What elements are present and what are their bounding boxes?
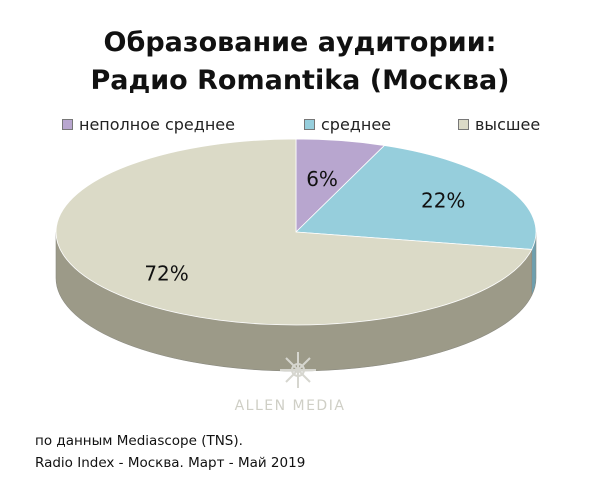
chart-title-line2: Радио Romantika (Москва): [90, 65, 510, 96]
footnote-line1: по данным Mediascope (TNS).: [35, 433, 243, 449]
chart-title: Образование аудитории: Радио Romantika (…: [0, 24, 600, 100]
pie-labels: 6% 22% 72%: [144, 167, 465, 285]
pie-slice-среднее: [295, 145, 537, 250]
legend-item-higher: высшее: [458, 115, 540, 134]
watermark-text: ALLEN MEDIA: [234, 398, 346, 414]
legend-label-higher: высшее: [475, 115, 541, 134]
data-label-среднее: 22%: [421, 189, 465, 213]
footnote: по данным Mediascope (TNS). Radio Index …: [35, 430, 305, 474]
data-label-неполное-среднее: 6%: [306, 167, 338, 191]
legend-swatch-incomplete-secondary: [62, 119, 73, 130]
data-label-высшее: 72%: [144, 261, 188, 285]
footnote-line2: Radio Index - Москва. Март - Май 2019: [35, 455, 306, 471]
watermark-star-icon: [280, 352, 316, 388]
chart-title-line1: Образование аудитории:: [103, 27, 497, 58]
legend-swatch-higher: [458, 119, 469, 130]
pie-tops: [55, 138, 537, 326]
legend-label-secondary: среднее: [321, 115, 392, 134]
legend-item-incomplete-secondary: неполное среднее: [62, 115, 235, 134]
legend: неполное среднее среднее высшее: [60, 115, 560, 135]
legend-label-incomplete-secondary: неполное среднее: [79, 115, 235, 134]
legend-swatch-secondary: [304, 119, 315, 130]
pie-slice-высшее: [55, 138, 533, 326]
legend-item-secondary: среднее: [304, 115, 391, 134]
